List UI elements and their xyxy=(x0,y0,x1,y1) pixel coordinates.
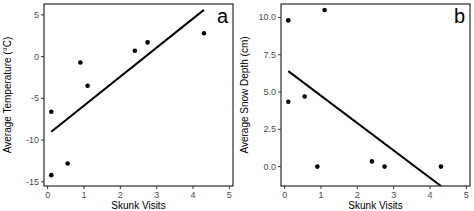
y-tick-label: -15 xyxy=(26,177,39,187)
plot-frame xyxy=(281,4,470,186)
y-tick-label: -5 xyxy=(31,93,39,103)
x-tick-label: 5 xyxy=(464,190,469,200)
point xyxy=(315,164,320,169)
plot-frame xyxy=(44,4,233,186)
x-tick-label: 1 xyxy=(81,190,86,200)
figure: 0 1 2 3 4 5 -15 -10 -5 0 5 Skunk Visits Average Temp… xyxy=(0,0,474,211)
x-tick-label: 2 xyxy=(118,190,123,200)
panel-label: b xyxy=(454,5,465,27)
x-tick-label: 0 xyxy=(45,190,50,200)
x-axis-label: Skunk Visits xyxy=(348,200,402,211)
x-tick xyxy=(430,186,431,189)
x-tick xyxy=(393,186,394,189)
x-tick-label: 3 xyxy=(391,190,396,200)
y-tick xyxy=(278,166,281,167)
point xyxy=(286,18,291,23)
y-tick-label: 0.0 xyxy=(263,162,276,172)
y-tick xyxy=(41,140,44,141)
point xyxy=(322,8,327,13)
point xyxy=(85,84,90,89)
point xyxy=(382,164,387,169)
panel: 0 1 2 3 4 5 0.0 2.5 5.0 7.5 10.0 Skunk Visits Averag… xyxy=(239,4,470,211)
x-tick xyxy=(466,186,467,189)
x-tick-label: 0 xyxy=(282,190,287,200)
x-tick-label: 5 xyxy=(227,190,232,200)
point xyxy=(302,94,307,99)
y-axis-label: Average Snow Depth (cm) xyxy=(239,36,250,153)
x-tick xyxy=(47,186,48,189)
x-tick-label: 3 xyxy=(154,190,159,200)
y-tick xyxy=(278,129,281,130)
x-tick-label: 1 xyxy=(318,190,323,200)
y-tick-label: 0 xyxy=(34,52,39,62)
x-tick xyxy=(357,186,358,189)
point xyxy=(145,40,150,45)
fit-line xyxy=(51,10,204,132)
x-tick-label: 2 xyxy=(355,190,360,200)
y-tick-label: 10.0 xyxy=(258,12,276,22)
y-tick-label: 7.5 xyxy=(263,50,276,60)
point xyxy=(439,164,444,169)
point xyxy=(65,161,70,166)
x-axis-label: Skunk Visits xyxy=(111,200,165,211)
fit-line xyxy=(288,71,441,186)
x-tick xyxy=(120,186,121,189)
y-tick-label: 5.0 xyxy=(263,87,276,97)
y-tick-label: 5 xyxy=(34,10,39,20)
panel-label: a xyxy=(217,5,229,27)
point xyxy=(370,159,375,164)
x-tick-label: 4 xyxy=(428,190,433,200)
y-tick-label: -10 xyxy=(26,135,39,145)
y-axis-label: Average Temperature (°C) xyxy=(2,37,13,153)
point xyxy=(49,109,54,114)
x-tick xyxy=(83,186,84,189)
y-tick xyxy=(41,181,44,182)
x-tick xyxy=(229,186,230,189)
y-tick xyxy=(41,98,44,99)
point xyxy=(78,60,83,65)
y-tick xyxy=(41,56,44,57)
y-tick xyxy=(278,92,281,93)
point xyxy=(133,48,138,53)
y-tick xyxy=(278,54,281,55)
point xyxy=(286,99,291,104)
point xyxy=(49,173,54,178)
plot-area xyxy=(49,10,206,178)
y-tick xyxy=(41,14,44,15)
y-tick xyxy=(278,17,281,18)
y-tick-label: 2.5 xyxy=(263,124,276,134)
x-tick xyxy=(156,186,157,189)
x-tick xyxy=(320,186,321,189)
panel: 0 1 2 3 4 5 -15 -10 -5 0 5 Skunk Visits Average Temp… xyxy=(2,4,233,211)
x-tick xyxy=(193,186,194,189)
point xyxy=(202,31,207,36)
plot-area xyxy=(286,8,443,186)
x-tick xyxy=(284,186,285,189)
x-tick-label: 4 xyxy=(191,190,196,200)
